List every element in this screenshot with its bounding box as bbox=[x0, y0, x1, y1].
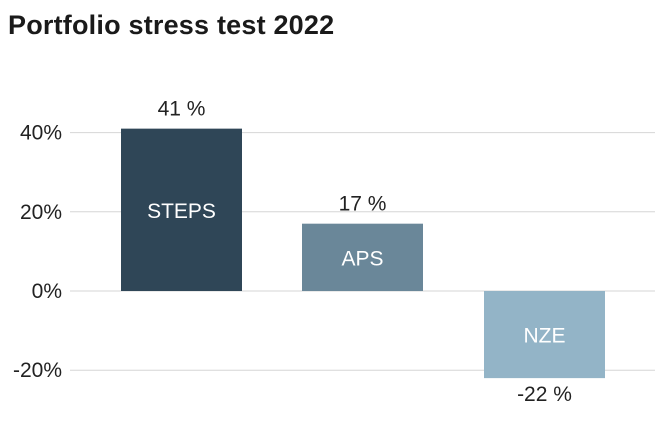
bars bbox=[121, 128, 605, 379]
chart-title: Portfolio stress test 2022 bbox=[8, 10, 335, 40]
y-tick-label: 20% bbox=[20, 201, 62, 224]
bar-steps bbox=[121, 128, 242, 291]
y-tick-label: 0% bbox=[32, 280, 62, 303]
category-label: APS bbox=[341, 247, 383, 270]
y-tick-label: 40% bbox=[20, 122, 62, 145]
y-axis-ticks: 40% 20% 0% -20% bbox=[13, 122, 62, 383]
category-label: NZE bbox=[524, 325, 566, 348]
bar-nze bbox=[484, 291, 605, 379]
bar-aps bbox=[302, 223, 423, 291]
data-label: 17 % bbox=[339, 193, 387, 216]
category-label: STEPS bbox=[147, 200, 216, 223]
data-label: 41 % bbox=[158, 98, 206, 121]
data-label: -22 % bbox=[517, 383, 572, 406]
data-labels: STEPS 41 % APS 17 % NZE -22 % bbox=[147, 98, 572, 406]
y-tick-label: -20% bbox=[13, 359, 62, 382]
